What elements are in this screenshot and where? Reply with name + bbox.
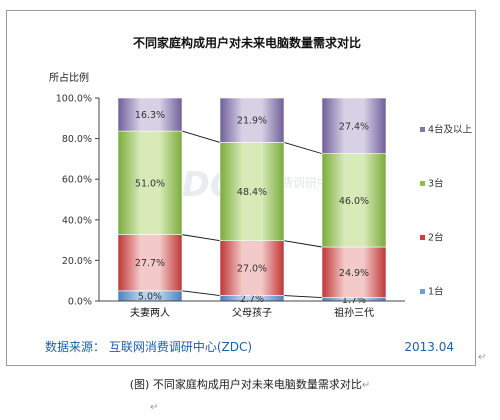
bar-segment bbox=[219, 142, 285, 242]
legend-swatch bbox=[420, 181, 425, 186]
caption-paragraph-mark: ↵ bbox=[361, 380, 371, 391]
legend-label: 1台 bbox=[428, 286, 444, 298]
data-label: 48.4% bbox=[237, 187, 267, 198]
bar-segment bbox=[321, 153, 387, 248]
paragraph-mark: ↵ bbox=[478, 352, 487, 363]
series-connector bbox=[181, 234, 221, 242]
y-axis: 0.0% 20.0% 40.0% 60.0% 80.0% 100.0% bbox=[56, 94, 100, 308]
data-label: 21.9% bbox=[237, 116, 267, 127]
data-label: 27.7% bbox=[135, 258, 165, 269]
series-connector bbox=[181, 290, 221, 296]
bar-segment bbox=[219, 240, 285, 296]
series-connector bbox=[283, 295, 323, 298]
bar-segment bbox=[117, 234, 183, 292]
series-connector bbox=[283, 240, 323, 248]
data-label: 27.0% bbox=[237, 264, 267, 275]
legend-label: 4台及以上 bbox=[428, 124, 473, 136]
bar-segment bbox=[117, 130, 183, 235]
trailing-paragraph-mark: ↵ bbox=[150, 402, 159, 413]
caption-text: (图) 不同家庭构成用户对未来电脑数量需求对比 bbox=[129, 378, 362, 391]
x-tick-label: 父母孩子 bbox=[232, 306, 272, 319]
data-label: 51.0% bbox=[135, 178, 165, 189]
series-connector-lines bbox=[181, 130, 323, 298]
y-tick-label: 20.0% bbox=[62, 256, 92, 267]
legend-swatch bbox=[420, 127, 425, 132]
data-label: 46.0% bbox=[339, 196, 369, 207]
y-tick-label: 100.0% bbox=[56, 94, 92, 105]
bar-segment bbox=[117, 97, 183, 132]
data-label: 5.0% bbox=[138, 291, 162, 302]
series-connector bbox=[283, 142, 323, 155]
y-tick-label: 60.0% bbox=[62, 175, 92, 186]
data-label: 24.9% bbox=[339, 268, 369, 279]
series-connector bbox=[181, 130, 221, 143]
bars-group: 5.0% 27.7% 51.0% 16.3% 2.7% 27.0% 48.4% 21.9% 1.… bbox=[117, 97, 387, 306]
data-label: 16.3% bbox=[135, 110, 165, 121]
bar-segment bbox=[321, 246, 387, 298]
report-date: 2013.04 bbox=[404, 340, 454, 354]
y-tick-label: 80.0% bbox=[62, 134, 92, 145]
x-tick-label: 夫妻两人 bbox=[130, 306, 170, 319]
bar-segment bbox=[321, 97, 387, 154]
data-label: 27.4% bbox=[339, 121, 369, 132]
data-label: 2.7% bbox=[240, 294, 264, 305]
x-axis: 夫妻两人 父母孩子 祖孙三代 bbox=[99, 300, 405, 319]
y-tick-label: 40.0% bbox=[62, 215, 92, 226]
legend-swatch bbox=[420, 235, 425, 240]
source-note: 数据来源： 互联网消费调研中心(ZDC) bbox=[45, 339, 252, 354]
legend-swatch bbox=[420, 289, 425, 294]
legend-label: 2台 bbox=[428, 232, 444, 244]
legend: 1台 2台 3台 4台及以上 bbox=[420, 124, 473, 298]
data-label: 1.7% bbox=[342, 295, 366, 306]
bar-segment bbox=[219, 97, 285, 143]
figure-caption: (图) 不同家庭构成用户对未来电脑数量需求对比↵ bbox=[0, 376, 500, 392]
y-axis-label: 所占比例 bbox=[49, 71, 89, 84]
legend-label: 3台 bbox=[428, 178, 444, 190]
chart-title: 不同家庭构成用户对未来电脑数量需求对比 bbox=[133, 35, 361, 50]
x-tick-label: 祖孙三代 bbox=[334, 306, 374, 319]
y-tick-label: 0.0% bbox=[68, 297, 92, 308]
chart-svg: 不同家庭构成用户对未来电脑数量需求对比 所占比例 ZDC 互联网消费调研中心 0… bbox=[45, 35, 473, 354]
chart-frame: 不同家庭构成用户对未来电脑数量需求对比 所占比例 ZDC 互联网消费调研中心 0… bbox=[6, 10, 476, 366]
